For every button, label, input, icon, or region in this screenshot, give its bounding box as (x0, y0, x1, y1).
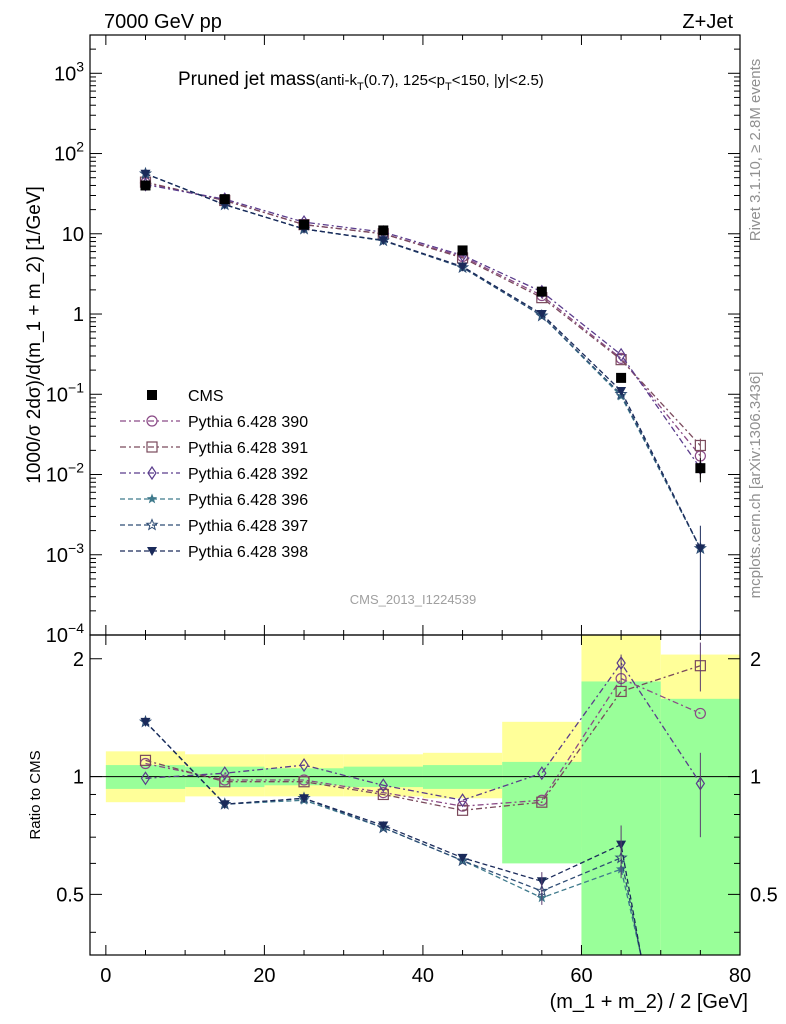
legend-label: Pythia 6.428 392 (188, 466, 308, 483)
y-tick-label: 10−3 (46, 540, 84, 567)
series-point (378, 236, 389, 246)
legend-marker (146, 415, 158, 427)
y-tick-label: 10−1 (46, 379, 84, 406)
series-line (145, 183, 701, 469)
ratio-y-tick-label: 0.5 (56, 884, 84, 906)
ratio-series-point (378, 778, 389, 793)
ratio-band-inner (502, 761, 582, 864)
legend-label: Pythia 6.428 391 (188, 440, 308, 457)
series-point (457, 262, 468, 272)
ratio-uncertainty-bands (90, 635, 740, 955)
ratio-series-point (140, 717, 151, 727)
header-energy: 7000 GeV pp (104, 11, 222, 33)
cms-point (695, 463, 706, 474)
y-tick-label: 10−2 (46, 460, 84, 487)
legend-label: Pythia 6.428 398 (188, 544, 308, 561)
ratio-series-point (220, 766, 230, 781)
cms-point (457, 245, 468, 256)
legend-marker (147, 547, 157, 556)
top-panel-series (138, 166, 707, 635)
ratio-panel-frame (89, 634, 741, 956)
series-point (614, 387, 628, 400)
ratio-series-point (457, 793, 468, 808)
x-tick-label: 40 (412, 965, 434, 987)
ratio-y-tick-label: 1 (73, 767, 84, 789)
ratio-y-axis-label: Ratio to CMS (27, 750, 44, 839)
ratio-series-point (536, 796, 548, 808)
cms-point (299, 219, 310, 230)
ratio-panel-series (138, 642, 706, 956)
legend-marker (146, 493, 158, 504)
ratio-panel-ticks: 0 20 40 60 80 0.5 0.5 1 1 2 2 (56, 635, 778, 987)
ratio-series-point (298, 776, 310, 788)
legend-label: Pythia 6.428 390 (188, 414, 308, 431)
ratio-series-point (219, 800, 230, 810)
cms-point (378, 225, 389, 236)
ratio-series-point (299, 757, 309, 773)
ratio-y-tick-label: 2 (750, 649, 761, 671)
ratio-series-point (537, 766, 547, 781)
ratio-series-line (145, 665, 701, 811)
ratio-series-point (299, 794, 310, 804)
ratio-series-point (455, 853, 470, 867)
legend-label: Pythia 6.428 397 (188, 518, 308, 535)
cms-point (616, 372, 627, 383)
series-point (616, 386, 627, 396)
legend-marker (147, 390, 157, 400)
ratio-series-point (219, 776, 231, 788)
rivet-version-label: Rivet 3.1.10, ≥ 2.8M events (747, 59, 764, 242)
header-process: Z+Jet (682, 11, 733, 33)
cms-point (536, 286, 547, 297)
series-line (145, 181, 701, 446)
ratio-series-point (615, 685, 627, 698)
y-tick-label: 10 (62, 224, 84, 246)
legend-marker (145, 518, 159, 531)
ratio-series-point (378, 821, 389, 831)
x-tick-label: 0 (100, 965, 111, 987)
ratio-y-tick-label: 0.5 (750, 884, 778, 906)
plot-title: Pruned jet mass(anti-kT(0.7), 125<pT<150… (178, 69, 544, 93)
ratio-series-line (145, 721, 642, 956)
series-line (145, 173, 701, 549)
y-tick-label: 103 (54, 58, 84, 85)
ratio-series-line (145, 677, 701, 807)
analysis-watermark: CMS_2013_I1224539 (350, 592, 477, 607)
ratio-series-line (145, 661, 701, 801)
legend-label: Pythia 6.428 396 (188, 492, 308, 509)
x-tick-label: 20 (253, 965, 275, 987)
ratio-y-tick-label: 2 (73, 649, 84, 671)
ratio-series-point (139, 754, 152, 766)
ratio-series-point (457, 853, 468, 863)
legend: CMS Pythia 6.428 390 Pythia 6.428 391 Pythi… (120, 388, 308, 561)
y-tick-label: 102 (54, 139, 84, 166)
legend-label: CMS (188, 388, 224, 405)
y-tick-label: 1 (73, 304, 84, 326)
legend-marker (146, 441, 158, 453)
ratio-series-point (140, 771, 151, 786)
ratio-series-line (145, 721, 642, 956)
cms-point (140, 180, 151, 191)
legend-marker (147, 465, 157, 481)
ratio-series-point (377, 788, 389, 801)
mcplots-label: mcplots.cern.ch [arXiv:1306.3436] (747, 372, 764, 599)
x-axis-label: (m_1 + m_2) / 2 [GeV] (550, 991, 748, 1013)
top-y-axis-label: 1000/σ 2dσ)/d(m_1 + m_2) [1/GeV] (24, 186, 45, 484)
series-point (536, 310, 547, 320)
x-tick-label: 80 (729, 965, 751, 987)
series-point (140, 169, 151, 179)
series-point (616, 347, 626, 362)
cms-point (219, 194, 230, 205)
ratio-band-inner (581, 681, 661, 955)
ratio-series-point (694, 707, 706, 720)
ratio-y-tick-label: 1 (750, 767, 761, 789)
x-tick-label: 60 (570, 965, 592, 987)
y-tick-label: 10−4 (46, 620, 84, 647)
